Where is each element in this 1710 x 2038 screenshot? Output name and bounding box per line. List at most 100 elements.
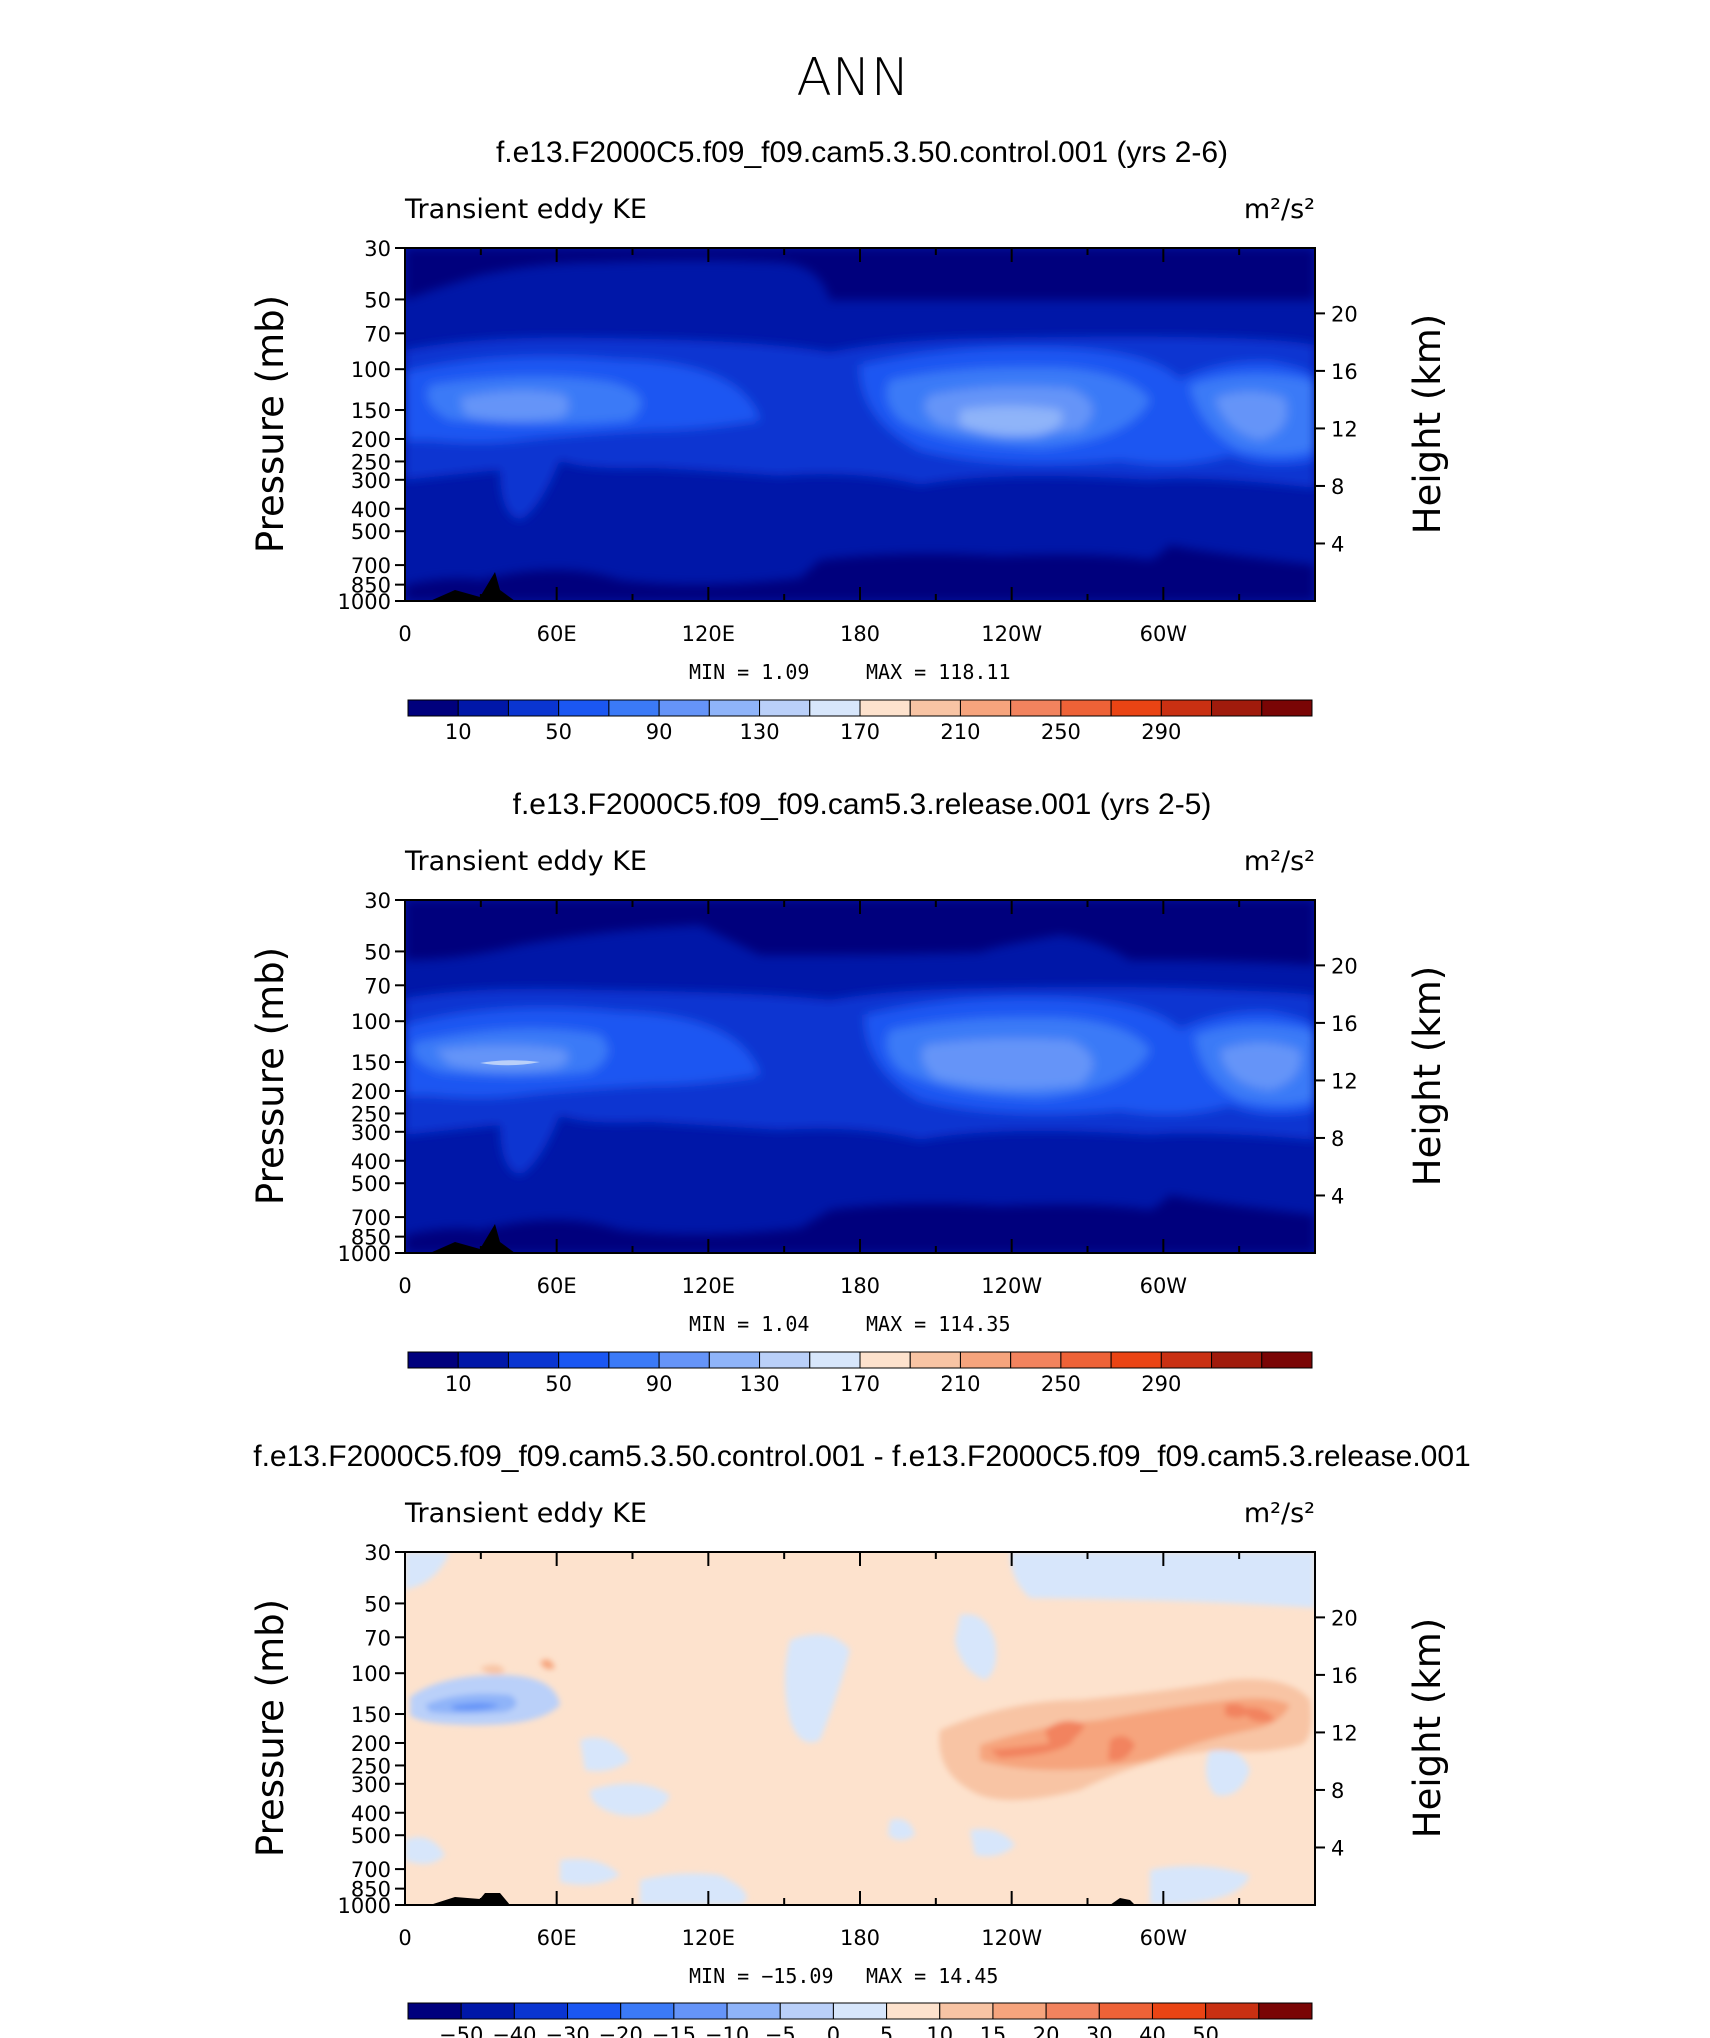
y-tick-label: 30 — [364, 1541, 391, 1565]
colorbar-label: 50 — [545, 1372, 572, 1396]
panel-2-x-ticks: 0 60E 120E 180 120W 60W — [398, 900, 1241, 1298]
y-tick-label: 400 — [351, 498, 391, 522]
y-tick-label: 700 — [351, 554, 391, 578]
colorbar-swatch — [859, 699, 911, 717]
y-tick-label: 100 — [351, 1662, 391, 1686]
x-tick-label: 180 — [840, 1926, 880, 1950]
y-tick-label: 250 — [351, 450, 391, 474]
panel-1-units: m²/s² — [1244, 194, 1315, 225]
colorbar-label: 0 — [827, 2023, 840, 2038]
y-tick-label: 30 — [364, 237, 391, 261]
panel-3-x-ticks: 0 60E 120E 180 120W 60W — [398, 1552, 1241, 1950]
panel-2-variable-label: Transient eddy KE — [404, 846, 647, 877]
colorbar-label: 5 — [880, 2023, 893, 2038]
panel-3-min: MIN = −15.09 — [689, 1964, 834, 1988]
colorbar-swatch — [726, 2002, 781, 2020]
panel-3-colorbar: −50 −40 −30 −20 −15 −10 −5 0 5 10 15 20 30 40 50 — [407, 2002, 1313, 2038]
panel-2-field — [405, 900, 1315, 1253]
colorbar-swatch — [673, 2002, 728, 2020]
colorbar-swatch — [909, 1351, 961, 1369]
x-tick-label: 0 — [398, 622, 411, 646]
colorbar-label: 210 — [940, 720, 980, 744]
colorbar-swatch — [779, 2002, 834, 2020]
colorbar-swatch — [1160, 699, 1213, 717]
colorbar-swatch — [407, 1351, 459, 1369]
colorbar-label: 130 — [740, 1372, 780, 1396]
y-tick-label: 500 — [351, 520, 391, 544]
colorbar-swatch — [460, 2002, 515, 2020]
y-tick-label: 70 — [364, 322, 391, 346]
x-tick-label: 60W — [1140, 1274, 1188, 1298]
x-tick-label: 60E — [537, 1274, 577, 1298]
colorbar-swatch — [457, 699, 509, 717]
x-tick-label: 0 — [398, 1926, 411, 1950]
x-tick-label: 60E — [537, 622, 577, 646]
panel-2-units: m²/s² — [1244, 846, 1315, 877]
y-right-tick-label: 16 — [1331, 1664, 1358, 1688]
y-tick-label: 700 — [351, 1858, 391, 1882]
colorbar-swatch — [1045, 2002, 1100, 2020]
colorbar-label: −50 — [439, 2023, 483, 2038]
panel-2-max: MAX = 114.35 — [866, 1312, 1011, 1336]
colorbar-label: −10 — [705, 2023, 749, 2038]
colorbar-swatch — [992, 2002, 1047, 2020]
y-right-tick-label: 4 — [1331, 532, 1344, 556]
colorbar-label: 250 — [1041, 1372, 1081, 1396]
y-tick-label: 400 — [351, 1802, 391, 1826]
panel-1-colorbar: 10 50 90 130 170 210 250 290 — [407, 699, 1313, 744]
colorbar-label: −40 — [492, 2023, 536, 2038]
colorbar-swatch — [457, 1351, 509, 1369]
panel-3-title: f.e13.F2000C5.f09_f09.cam5.3.50.control.… — [253, 1440, 1470, 1473]
colorbar-swatch — [832, 2002, 888, 2020]
colorbar-swatch — [1211, 1351, 1263, 1369]
panel-1-ylabel-right: Height (km) — [1406, 314, 1449, 534]
colorbar-swatch — [809, 699, 861, 717]
x-tick-label: 120W — [981, 622, 1042, 646]
y-tick-label: 250 — [351, 1102, 391, 1126]
y-tick-label: 150 — [351, 1051, 391, 1075]
x-tick-label: 180 — [840, 622, 880, 646]
y-tick-label: 1000 — [338, 590, 391, 614]
y-right-tick-label: 20 — [1331, 954, 1358, 978]
panel-3: f.e13.F2000C5.f09_f09.cam5.3.50.control.… — [249, 1440, 1471, 2038]
colorbar-swatch — [959, 1351, 1012, 1369]
x-tick-label: 120W — [981, 1274, 1042, 1298]
colorbar-swatch — [708, 699, 761, 717]
y-right-tick-label: 16 — [1331, 1012, 1358, 1036]
panel-1-title: f.e13.F2000C5.f09_f09.cam5.3.50.control.… — [496, 136, 1228, 169]
colorbar-label: 10 — [445, 1372, 472, 1396]
y-right-tick-label: 8 — [1331, 475, 1344, 499]
colorbar-swatch — [407, 2002, 462, 2020]
y-tick-label: 500 — [351, 1824, 391, 1848]
y-tick-label: 250 — [351, 1754, 391, 1778]
colorbar-swatch — [1110, 699, 1162, 717]
colorbar-label: 130 — [740, 720, 780, 744]
colorbar-label: 40 — [1139, 2023, 1166, 2038]
panel-1-field — [405, 248, 1315, 601]
colorbar-swatch — [1010, 1351, 1062, 1369]
panel-3-ylabel-right: Height (km) — [1406, 1618, 1449, 1838]
y-tick-label: 500 — [351, 1172, 391, 1196]
panel-2: f.e13.F2000C5.f09_f09.cam5.3.release.001… — [249, 788, 1449, 1396]
colorbar-label: −30 — [545, 2023, 589, 2038]
colorbar-swatch — [1258, 2002, 1313, 2020]
y-tick-label: 300 — [351, 469, 391, 493]
panel-3-variable-label: Transient eddy KE — [404, 1498, 647, 1529]
panel-3-field — [405, 1552, 1315, 1905]
y-tick-label: 30 — [364, 889, 391, 913]
colorbar-label: 30 — [1086, 2023, 1113, 2038]
colorbar-label: 90 — [646, 1372, 673, 1396]
x-tick-label: 180 — [840, 1274, 880, 1298]
colorbar-label: 290 — [1141, 720, 1181, 744]
x-tick-label: 0 — [398, 1274, 411, 1298]
y-tick-label: 850 — [351, 574, 391, 598]
colorbar-label: 170 — [840, 720, 880, 744]
colorbar-label: 210 — [940, 1372, 980, 1396]
y-tick-label: 150 — [351, 399, 391, 423]
colorbar-swatch — [708, 1351, 761, 1369]
y-tick-label: 70 — [364, 974, 391, 998]
y-right-tick-label: 8 — [1331, 1127, 1344, 1151]
